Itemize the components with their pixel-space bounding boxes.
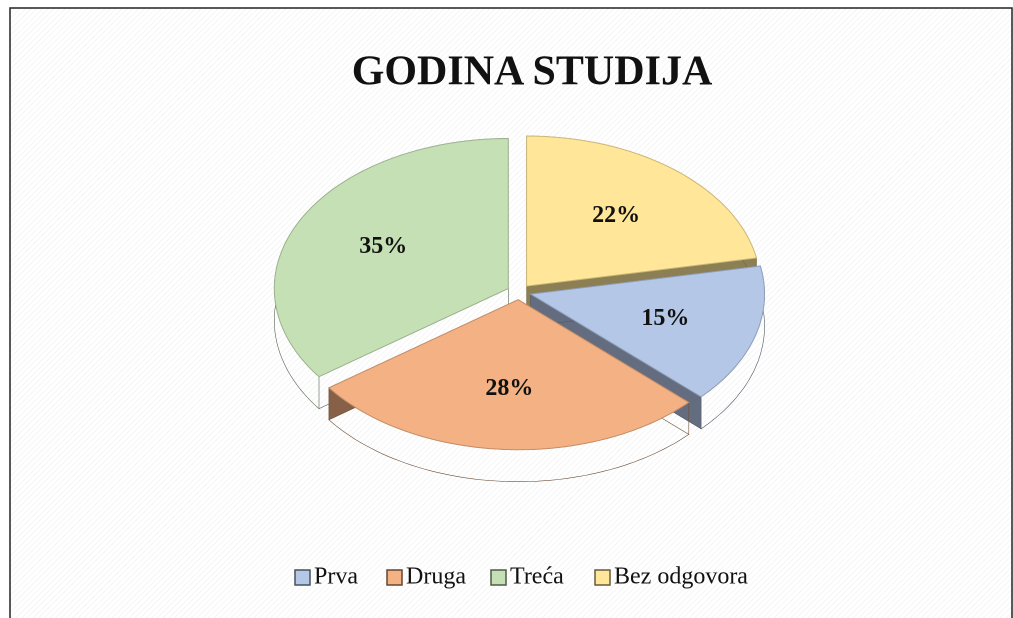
slice [528, 265, 765, 398]
data-label: 22% [592, 202, 640, 228]
legend-label: Treća [510, 564, 564, 590]
data-label: 28% [485, 375, 533, 401]
legend-swatch [386, 569, 403, 586]
legend-swatch [294, 569, 311, 586]
legend-label: Bez odgovora [614, 564, 748, 590]
legend-label: Prva [314, 564, 358, 590]
legend-label: Druga [406, 564, 466, 590]
chart-title: GODINA STUDIJA [352, 49, 713, 95]
data-label: 15% [641, 305, 689, 331]
pie: 15% 28% 35% 22% [273, 135, 765, 483]
slice [526, 135, 758, 287]
legend-swatch [490, 569, 507, 586]
data-label: 35% [359, 233, 407, 259]
slice [273, 137, 509, 378]
legend-swatch [594, 569, 611, 586]
slice [327, 299, 690, 451]
legend: Prva Druga Treća Bez odgovora [294, 564, 748, 590]
